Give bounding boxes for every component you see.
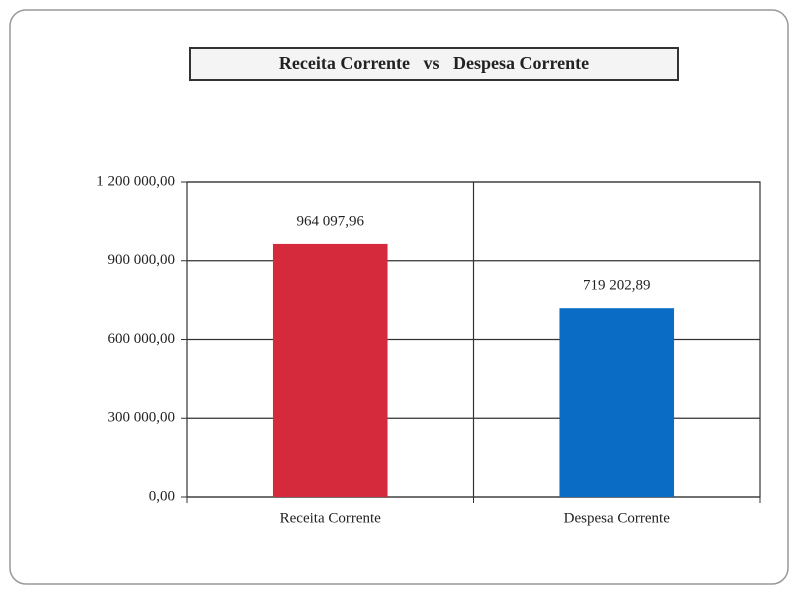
data-label: 719 202,89 xyxy=(583,278,651,294)
title-box xyxy=(189,47,679,81)
y-tick-label: 900 000,00 xyxy=(108,252,176,268)
chart-title: Receita Corrente vs Despesa Corrente xyxy=(279,53,589,73)
data-label: 964 097,96 xyxy=(297,213,365,229)
y-tick-label: 300 000,00 xyxy=(108,410,176,426)
bar xyxy=(559,308,675,497)
x-tick-label: Receita Corrente xyxy=(280,510,382,526)
y-tick-label: 1 200 000,00 xyxy=(96,173,175,189)
y-tick-label: 600 000,00 xyxy=(108,331,176,347)
x-tick-label: Despesa Corrente xyxy=(564,510,671,526)
bar xyxy=(272,243,388,497)
y-tick-label: 0,00 xyxy=(149,488,175,504)
chart-frame xyxy=(9,9,789,585)
